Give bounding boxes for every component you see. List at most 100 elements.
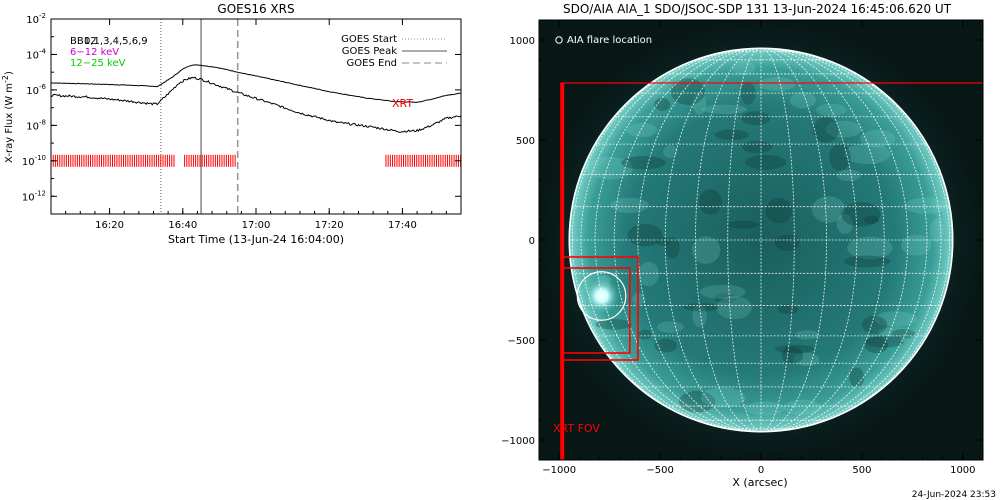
bright-region [874, 311, 917, 327]
dark-region [682, 303, 719, 312]
dark-region [727, 220, 760, 229]
dark-region [678, 390, 716, 413]
dark-region [745, 154, 786, 170]
dark-region [655, 237, 671, 246]
lc-y-ticks: 10-12 10-10 10-8 10-6 10-4 10-2 [22, 12, 461, 215]
bright-region [701, 104, 748, 115]
legend-instrument-overlay: 0,1,3,4,5,6,9 [84, 36, 148, 47]
goes-event-lines [160, 19, 239, 214]
bright-region [789, 92, 816, 109]
img-x-ticks: −1000 −500 0 500 1000 [542, 20, 976, 476]
bright-region [610, 197, 649, 214]
img-plot-area [539, 20, 983, 460]
bright-region [758, 77, 796, 92]
xrt-fov-label: XRT FOV [553, 422, 600, 435]
legend-goes-end: GOES End [347, 58, 397, 69]
img-x-tick-label: −1000 [542, 465, 576, 476]
longitude-line [664, 47, 762, 433]
img-x-tick-label: 1000 [950, 465, 975, 476]
bright-region [811, 196, 846, 223]
flux-series-line [51, 76, 461, 133]
bright-region [825, 120, 861, 138]
timestamp: 24-Jun-2024 23:53 [912, 490, 996, 500]
longitude-line [760, 47, 942, 433]
bright-region [836, 169, 862, 181]
dark-region [664, 237, 680, 259]
bright-region [663, 145, 678, 159]
img-x-tick-label: −500 [646, 465, 673, 476]
dark-region [861, 315, 888, 334]
dark-region [841, 202, 881, 227]
bright-region [732, 60, 755, 76]
lc-x-tick-label: 16:20 [95, 220, 124, 231]
bright-region [836, 214, 853, 235]
bright-region [637, 262, 660, 287]
img-legend: AIA flare location [555, 35, 652, 46]
lc-plot-area [51, 19, 461, 214]
img-y-tick-label: 500 [516, 136, 535, 147]
dark-region [638, 329, 652, 340]
longitude-line [613, 47, 762, 433]
img-x-tick-label: 500 [852, 465, 871, 476]
lc-legend-right: GOES Start GOES Peak GOES End [341, 34, 447, 69]
aia-flare-location-circle [576, 271, 627, 321]
dark-region [621, 156, 666, 170]
bright-region [700, 284, 746, 300]
dark-region [812, 117, 839, 143]
lc-title: GOES16 XRS [217, 2, 294, 16]
lc-y-tick-label: 10-10 [22, 154, 46, 168]
lc-y-tick-label: 10-12 [22, 189, 46, 203]
lc-x-tick-label: 17:00 [242, 220, 271, 231]
img-y-tick-label: 0 [529, 236, 535, 247]
bright-region [860, 129, 896, 148]
longitude-line [760, 47, 885, 433]
bright-region [746, 401, 785, 416]
legend-band-12-25: 12−25 keV [70, 58, 126, 69]
dark-region [714, 129, 750, 141]
lc-x-axis-label: Start Time (13-Jun-24 16:04:00) [168, 233, 344, 246]
xrt-coverage-ticks [51, 154, 461, 167]
solar-disk-texture [583, 60, 948, 416]
dark-region [698, 189, 722, 215]
flare-location-legend-symbol [555, 36, 563, 44]
longitude-line [760, 47, 858, 433]
bright-region [878, 327, 914, 337]
longitude-line [760, 47, 928, 433]
lc-x-ticks: 16:20 16:40 17:00 17:20 17:40 [50, 19, 462, 231]
longitude-line [760, 47, 827, 433]
bright-region [783, 399, 822, 415]
lc-y-label-main: X-ray Flux (W m [4, 83, 15, 163]
dark-region [741, 111, 771, 126]
dark-region [774, 344, 815, 353]
flare-glow [583, 278, 620, 314]
dark-region [843, 255, 891, 268]
legend-instrument: BB12 [70, 36, 96, 47]
lc-x-tick-label: 17:20 [315, 220, 344, 231]
lc-x-tick-label: 17:40 [388, 220, 417, 231]
dark-region [863, 215, 879, 225]
aia-image-panel: SDO/AIA AIA_1 SDO/JSOC-SDP 131 13-Jun-20… [501, 2, 996, 500]
lc-y-axis-label: X-ray Flux (W m-2) [1, 71, 15, 163]
bright-region [691, 236, 721, 264]
solar-limb [568, 47, 954, 433]
img-title: SDO/AIA AIA_1 SDO/JSOC-SDP 131 13-Jun-20… [563, 2, 952, 16]
bright-region [656, 321, 684, 333]
xrt-label: XRT [392, 97, 413, 110]
dark-region [849, 367, 864, 388]
xrt-fov-boxes [560, 82, 983, 460]
flare-location-legend-label: AIA flare location [567, 35, 652, 46]
lc-legend-left: BB12 0,1,3,4,5,6,9 6−12 keV 12−25 keV [70, 36, 148, 69]
img-y-tick-label: −500 [508, 336, 535, 347]
bright-region [795, 330, 820, 340]
img-y-tick-label: 1000 [510, 36, 535, 47]
dark-region [654, 98, 671, 111]
bright-region [700, 387, 746, 408]
bright-region [586, 156, 633, 180]
dark-region [595, 319, 632, 330]
lc-y-tick-label: 10-6 [26, 83, 46, 97]
bright-region [793, 353, 820, 366]
bright-region [692, 304, 707, 328]
lc-y-tick-label: 10-8 [26, 118, 46, 132]
dark-region [865, 335, 904, 348]
